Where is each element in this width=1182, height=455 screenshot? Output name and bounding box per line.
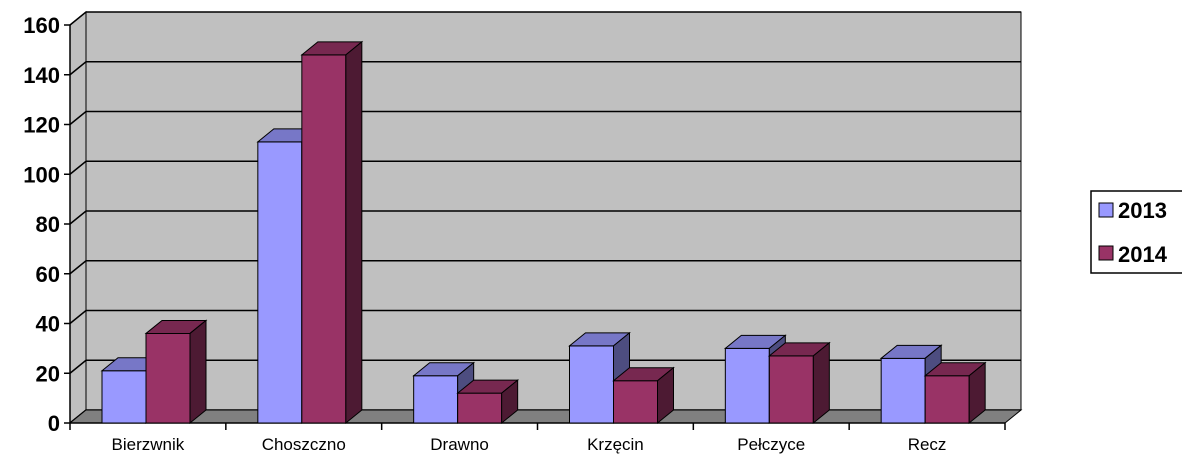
chart-walls (69, 10, 1022, 425)
x-tick-label: Choszczno (262, 435, 346, 454)
x-tick-label: Recz (908, 435, 947, 454)
y-tick-label: 60 (36, 262, 60, 287)
gridline (69, 260, 1021, 275)
legend-label-2013: 2013 (1118, 198, 1167, 223)
bar-2014-Drawno (456, 379, 520, 425)
bar-2014-Bierzwnik (144, 319, 208, 425)
x-tick-label: Bierzwnik (112, 435, 185, 454)
gridline (69, 210, 1021, 225)
legend-swatch-2014 (1098, 245, 1114, 261)
x-axis-ticks: Bierzwnik Choszczno Drawno Krzęcin Pełczyce R… (112, 435, 947, 454)
gridline (69, 309, 1021, 325)
axes (69, 25, 1006, 430)
y-tick-label: 160 (23, 13, 60, 38)
y-tick-label: 40 (36, 312, 60, 337)
gridline (69, 359, 1021, 374)
legend-swatch-2013 (1098, 202, 1114, 218)
x-tick-label: Pełczyce (737, 435, 805, 454)
gridline (69, 160, 1021, 175)
legend: 2013 2014 (1090, 190, 1182, 274)
y-tick-label: 80 (36, 212, 60, 237)
gridline (69, 11, 1021, 26)
gridline (69, 61, 1021, 76)
y-tick-label: 0 (48, 411, 60, 436)
gridlines (64, 11, 1021, 424)
bars (100, 40, 987, 425)
y-tick-label: 20 (36, 361, 60, 386)
floor (68, 409, 1023, 424)
chart-floor (68, 409, 1023, 424)
y-tick-label: 120 (23, 113, 60, 138)
y-tick-label: 140 (23, 63, 60, 88)
legend-label-2014: 2014 (1118, 242, 1168, 267)
bar-2014-Pełczyce (767, 341, 831, 425)
y-tick-label: 100 (23, 162, 60, 187)
bar-2014-Recz (923, 361, 987, 425)
bar-2014-Choszczno (300, 40, 364, 425)
x-tick-label: Krzęcin (587, 435, 644, 454)
gridline (69, 110, 1021, 126)
bar-2014-Krzęcin (612, 366, 675, 425)
y-axis-ticks: 0 20 40 60 80 100 120 140 160 (23, 13, 60, 436)
x-tick-label: Drawno (430, 435, 489, 454)
